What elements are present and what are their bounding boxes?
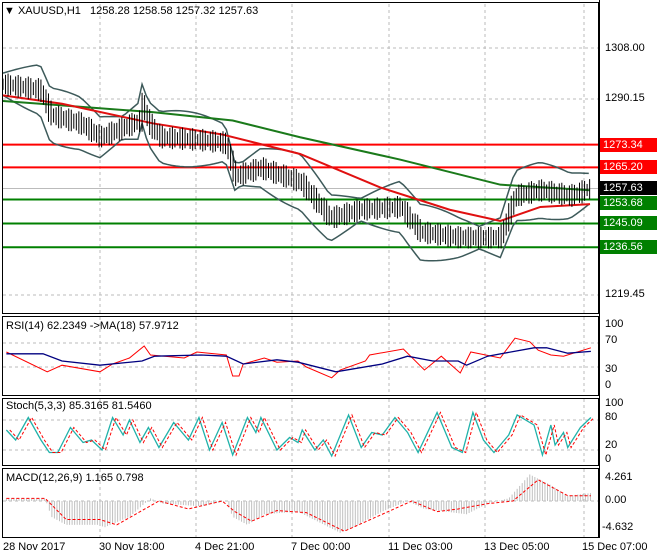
macd-title: MACD(12,26,9) 1.165 0.798: [6, 472, 144, 484]
stoch-title: Stoch(5,3,3) 85.3165 81.5460: [6, 400, 152, 412]
time-tick: 15 Dec 07:00: [582, 541, 648, 553]
time-tick: 30 Nov 18:00: [99, 541, 165, 553]
stoch-signal-line: [9, 410, 595, 458]
price-level-tag: 1257.63: [600, 181, 657, 196]
close-value: 1257.63: [218, 5, 259, 17]
price-level-tag: 1236.56: [600, 240, 657, 255]
price-tick: 1290.15: [605, 92, 645, 104]
axis-divider: [599, 0, 600, 538]
rsi-tick: 70: [605, 334, 618, 346]
ma-red-line: [2, 94, 591, 222]
symbol-header: ▼ XAUUSD,H1 1258.28 1258.58 1257.32 1257…: [4, 5, 258, 17]
low-value: 1257.32: [175, 5, 216, 17]
symbol-label: XAUUSD,H1: [17, 5, 81, 17]
dropdown-triangle-icon[interactable]: ▼: [4, 5, 15, 17]
rsi-tick: 100: [605, 318, 624, 330]
stoch-tick: 0: [605, 453, 612, 465]
macd-panel[interactable]: [2, 468, 599, 538]
stoch-tick: 20: [605, 439, 618, 451]
rsi-title: RSI(14) 62.2349 ->MA(18) 57.9712: [6, 320, 179, 332]
macd-tick: 0.00: [605, 494, 627, 506]
stoch-tick: 80: [605, 411, 618, 423]
price-level-tag: 1273.34: [600, 137, 657, 152]
stoch-panel[interactable]: [2, 398, 599, 466]
price-level-tag: 1265.20: [600, 160, 657, 175]
time-tick: 13 Dec 05:00: [484, 541, 550, 553]
open-value: 1258.28: [89, 5, 130, 17]
price-tick: 1219.45: [605, 288, 645, 300]
time-tick: 28 Nov 2017: [3, 541, 66, 553]
rsi-ma-line: [6, 347, 591, 373]
macd-tick: 4.261: [605, 471, 633, 483]
stoch-tick: 100: [605, 397, 624, 409]
time-tick: 7 Dec 00:00: [291, 541, 351, 553]
price-chart-panel[interactable]: [2, 2, 599, 314]
stoch-main-line: [5, 410, 592, 458]
rsi-tick: 0: [605, 379, 612, 391]
ma-green-line: [2, 99, 591, 192]
high-value: 1258.58: [132, 5, 173, 17]
rsi-tick: 30: [605, 363, 618, 375]
time-tick: 4 Dec 21:00: [195, 541, 255, 553]
price-level-tag: 1245.09: [600, 216, 657, 231]
rsi-panel[interactable]: [2, 316, 599, 396]
bollinger-upper: [2, 64, 589, 228]
price-tick: 1308.00: [605, 42, 645, 54]
price-level-tag: 1253.68: [600, 196, 657, 211]
macd-tick: -4.632: [602, 521, 634, 533]
macd-signal-line: [6, 479, 591, 532]
bollinger-lower: [2, 94, 590, 262]
rsi-line: [6, 337, 592, 379]
time-tick: 11 Dec 03:00: [388, 541, 453, 553]
